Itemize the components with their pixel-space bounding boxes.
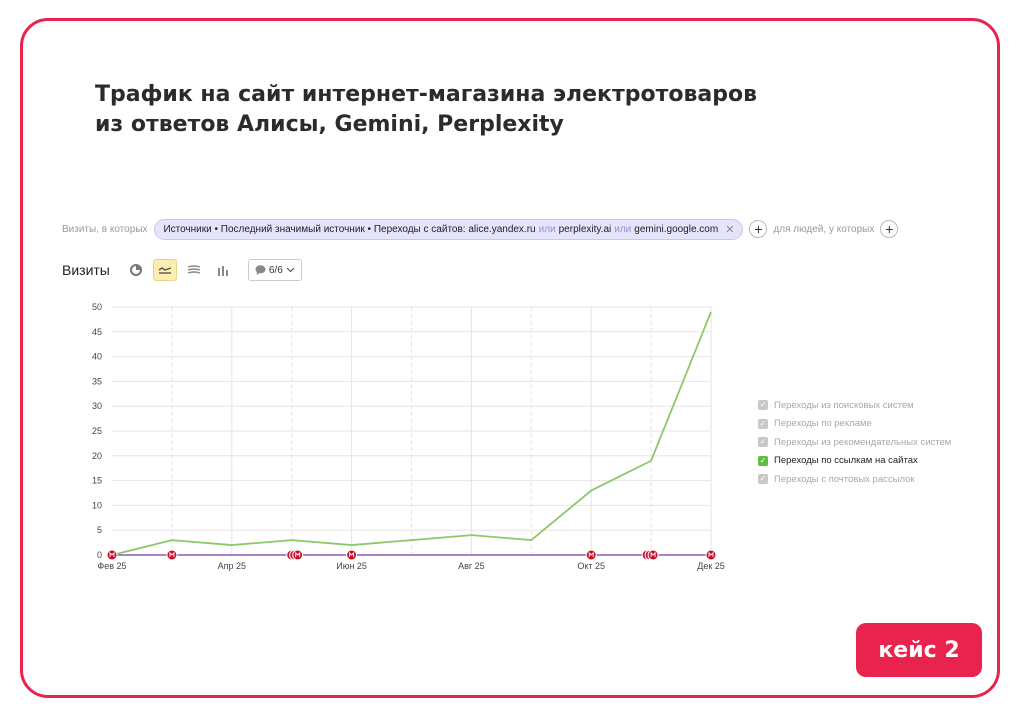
x-tick-label: Авг 25 [458,561,485,571]
x-tick-label: Июн 25 [336,561,367,571]
segment-site-2: perplexity.ai [558,223,612,235]
legend-checkbox[interactable]: ✓ [758,400,768,411]
legend-item-1[interactable]: ✓ Переходы по рекламе [758,415,951,434]
y-tick-label: 50 [92,302,102,312]
series-line-links [111,311,712,556]
y-tick-label: 40 [92,352,102,362]
y-tick-label: 30 [92,401,102,411]
legend-label: Переходы по рекламе [774,418,872,430]
y-tick-label: 0 [97,550,102,560]
title-line-2: из ответов Алисы, Gemini, Perplexity [95,112,564,137]
pie-chart-icon[interactable] [124,259,148,281]
y-tick-label: 15 [92,476,102,486]
legend-checkbox[interactable]: ✓ [758,418,768,429]
chart-legend: ✓ Переходы из поисковых систем ✓ Переходы п… [758,396,951,489]
annotations-count: 6/6 [268,264,283,276]
people-filter-label: для людей, у которых [773,223,875,235]
x-tick-label: Окт 25 [577,561,605,571]
legend-checkbox[interactable]: ✓ [758,455,768,466]
legend-label: Переходы из рекомендательных систем [774,436,952,448]
segment-text: Источники • Последний значимый источник … [163,223,536,235]
add-people-condition-button[interactable]: + [880,220,899,238]
chart-toolbar: Визиты 6/6 [62,258,302,282]
annotation-marker-glyph [169,551,175,557]
y-tick-label: 25 [92,426,102,436]
x-tick-label: Апр 25 [218,561,246,571]
filter-prefix: Визиты, в которых [62,223,148,235]
legend-checkbox[interactable]: ✓ [758,437,768,448]
annotation-marker-glyph [650,551,656,557]
card-frame [20,18,1000,698]
add-condition-button[interactable]: + [749,220,768,238]
annotations-selector[interactable]: 6/6 [247,259,302,281]
legend-checkbox[interactable]: ✓ [758,474,768,485]
chevron-down-icon [286,267,295,273]
legend-label: Переходы с почтовых рассылок [774,473,915,485]
legend-item-2[interactable]: ✓ Переходы из рекомендательных систем [758,433,951,452]
segment-filter-row: Визиты, в которых Источники • Последний … [62,218,904,240]
stacked-area-icon[interactable] [182,259,206,281]
y-tick-label: 5 [97,525,102,535]
legend-item-3[interactable]: ✓ Переходы по ссылкам на сайтах [758,452,951,471]
annotation-marker-glyph [109,551,115,557]
column-chart-icon[interactable] [211,259,235,281]
y-tick-label: 35 [92,376,102,386]
y-tick-label: 10 [92,500,102,510]
annotation-marker-glyph [708,551,714,557]
segment-site-3: gemini.google.com [634,223,719,235]
visits-line-chart: 0 5 10 15 20 25 30 35 40 45 50 Фев 25 Апр 25 Июн 25 А… [92,302,725,571]
case-badge: кейс 2 [856,623,982,677]
y-tick-label: 45 [92,327,102,337]
annotation-marker-glyph [349,551,355,557]
y-tick-label: 20 [92,451,102,461]
annotation-marker-glyph [295,551,301,557]
segment-pill[interactable]: Источники • Последний значимый источник … [154,218,744,240]
legend-item-0[interactable]: ✓ Переходы из поисковых систем [758,396,951,415]
x-tick-label: Дек 25 [697,561,725,571]
line-chart-icon[interactable] [152,259,177,281]
close-icon[interactable]: ✕ [725,223,735,236]
annotation-marker-glyph [588,551,594,557]
page-title: Трафик на сайт интернет-магазина электро… [95,80,855,140]
or-label-1: или [538,223,556,235]
legend-label: Переходы из поисковых систем [774,399,914,411]
x-tick-label: Фев 25 [97,561,126,571]
comment-icon [255,265,266,275]
or-label-2: или [614,223,632,235]
legend-item-4[interactable]: ✓ Переходы с почтовых рассылок [758,470,951,489]
title-line-1: Трафик на сайт интернет-магазина электро… [95,82,757,107]
metric-label: Визиты [62,262,110,278]
legend-label: Переходы по ссылкам на сайтах [774,455,918,467]
